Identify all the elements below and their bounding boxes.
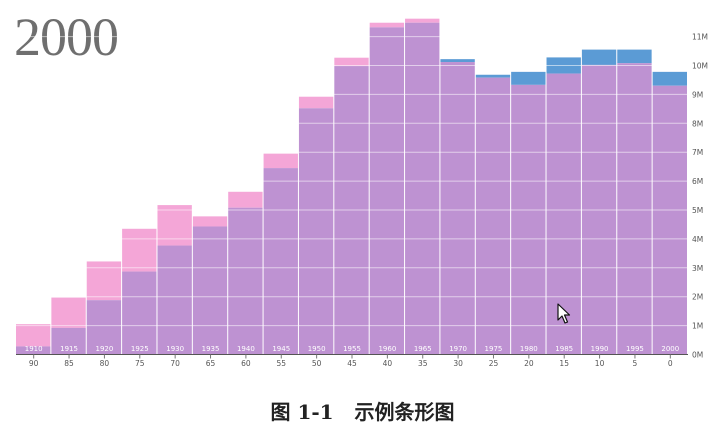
birth-year-label: 1950: [308, 345, 326, 353]
bar-overlap: [263, 168, 298, 355]
bar-male-excess: [617, 49, 652, 64]
birth-year-label: 1965: [414, 345, 432, 353]
birth-year-label: 1980: [520, 345, 538, 353]
age-tick-label: 65: [206, 359, 216, 368]
y-tick-label: 9M: [692, 90, 703, 99]
bar-overlap: [157, 245, 192, 355]
bar-overlap: [51, 327, 86, 355]
age-tick-label: 85: [64, 359, 74, 368]
bar-female-excess: [51, 297, 86, 328]
age-tick-label: 80: [100, 359, 110, 368]
bar-female-excess: [86, 261, 122, 301]
age-tick-label: 30: [453, 359, 463, 368]
birth-year-label: 1925: [131, 345, 149, 353]
bar-female-excess: [192, 216, 228, 227]
age-tick-label: 60: [241, 359, 251, 368]
y-tick-label: 3M: [692, 264, 703, 273]
bar-female-excess: [334, 57, 369, 67]
figure-caption: 图 1-1 示例条形图: [270, 400, 455, 424]
bar-male-excess: [440, 59, 475, 63]
y-tick-label: 0M: [692, 351, 703, 360]
y-tick-label: 7M: [692, 148, 703, 157]
y-tick-label: 10M: [692, 62, 708, 71]
birth-year-label: 1990: [591, 345, 609, 353]
bar-female-excess: [157, 205, 192, 246]
age-tick-label: 35: [418, 359, 428, 368]
birth-year-label: 1960: [378, 345, 396, 353]
bar-female-excess: [122, 228, 157, 272]
age-tick-label: 45: [347, 359, 357, 368]
birth-year-label: 2000: [661, 345, 679, 353]
birth-year-label: 1985: [555, 345, 573, 353]
bar-male-excess: [652, 71, 687, 86]
bar-overlap: [16, 346, 51, 355]
birth-year-label: 1930: [166, 345, 184, 353]
birth-year-label: 1995: [626, 345, 644, 353]
y-tick-label: 8M: [692, 119, 703, 128]
y-tick-label: 1M: [692, 322, 703, 331]
birth-year-label: 1970: [449, 345, 467, 353]
bar-overlap: [228, 207, 263, 355]
bar-female-excess: [369, 22, 405, 28]
bar-overlap: [546, 73, 581, 355]
age-tick-label: 10: [595, 359, 605, 368]
bar-overlap: [475, 77, 511, 355]
bar-overlap: [298, 108, 334, 355]
bar-overlap: [192, 226, 228, 355]
bar-female-excess: [405, 18, 440, 23]
y-tick-label: 4M: [692, 235, 703, 244]
age-tick-label: 20: [524, 359, 534, 368]
age-tick-label: 90: [29, 359, 39, 368]
age-tick-label: 50: [312, 359, 322, 368]
bar-female-excess: [228, 191, 263, 208]
bar-female-excess: [263, 153, 298, 169]
age-tick-label: 70: [170, 359, 180, 368]
birth-year-label: 1920: [96, 345, 114, 353]
age-tick-label: 15: [559, 359, 569, 368]
bar-overlap: [511, 84, 546, 355]
bar-female-excess: [298, 96, 334, 109]
bar-male-excess: [511, 71, 546, 85]
bar-overlap: [122, 271, 157, 355]
bar-overlap: [405, 22, 440, 355]
age-tick-label: 0: [668, 359, 673, 368]
age-tick-label: 40: [383, 359, 393, 368]
bar-overlap: [369, 27, 405, 355]
bar-male-excess: [475, 74, 511, 78]
bar-overlap: [652, 85, 687, 355]
birth-year-label: 1955: [343, 345, 361, 353]
birth-year-label: 1910: [25, 345, 43, 353]
age-tick-label: 75: [135, 359, 145, 368]
age-tick-label: 5: [633, 359, 638, 368]
y-tick-label: 6M: [692, 177, 703, 186]
birth-year-label: 1945: [272, 345, 290, 353]
bar-overlap: [440, 62, 475, 355]
birth-year-label: 1915: [60, 345, 78, 353]
birth-year-label: 1940: [237, 345, 255, 353]
birth-year-label: 1975: [485, 345, 503, 353]
age-tick-label: 25: [489, 359, 499, 368]
bar-male-excess: [581, 49, 617, 65]
y-tick-label: 5M: [692, 206, 703, 215]
y-tick-label: 11M: [692, 33, 708, 42]
birth-year-label: 1935: [202, 345, 220, 353]
mouse-cursor-icon: [557, 303, 571, 324]
bar-overlap: [86, 300, 122, 355]
age-tick-label: 55: [276, 359, 286, 368]
y-tick-label: 2M: [692, 293, 703, 302]
bar-overlap: [617, 63, 652, 355]
bar-female-excess: [16, 324, 51, 347]
